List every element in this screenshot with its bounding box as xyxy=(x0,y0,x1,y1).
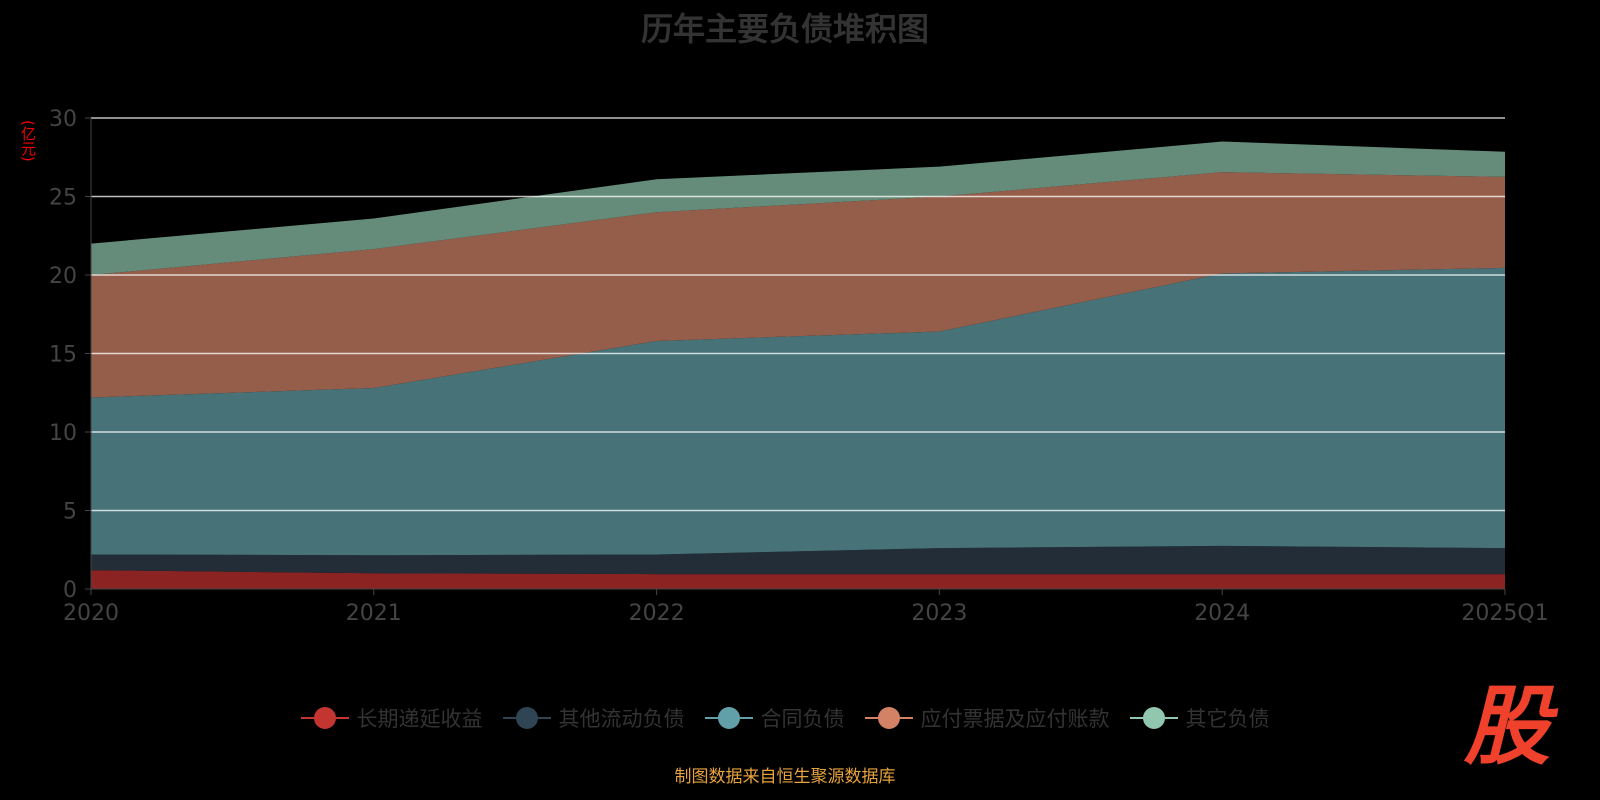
y-axis-label: (亿元) xyxy=(19,120,37,162)
legend-label: 合同负债 xyxy=(760,707,845,731)
legend-marker-icon xyxy=(502,706,551,730)
x-tick-label: 2023 xyxy=(911,601,967,626)
legend-marker-icon xyxy=(1129,706,1178,730)
y-tick-label: 5 xyxy=(63,500,77,525)
x-tick-label: 2020 xyxy=(63,601,119,626)
x-tick-label: 2025Q1 xyxy=(1461,601,1548,626)
area-series-3 xyxy=(91,172,1505,398)
y-tick-label: 25 xyxy=(49,186,77,211)
legend-label: 其他流动负债 xyxy=(558,707,685,731)
y-tick-label: 15 xyxy=(49,343,77,368)
legend-label: 长期递延收益 xyxy=(356,707,483,731)
legend-item[interactable]: 其它负债 xyxy=(1129,703,1270,733)
legend-label: 应付票据及应付账款 xyxy=(920,707,1110,731)
x-tick-label: 2024 xyxy=(1194,601,1250,626)
legend-label: 其它负债 xyxy=(1185,707,1270,731)
data-source-note: 制图数据来自恒生聚源数据库 xyxy=(674,767,896,787)
y-tick-label: 0 xyxy=(63,578,77,603)
area-series-4 xyxy=(91,141,1505,275)
area-series-1 xyxy=(91,545,1505,575)
legend-item[interactable]: 合同负债 xyxy=(704,703,845,733)
legend-marker-icon xyxy=(704,706,753,730)
legend-item[interactable]: 其他流动负债 xyxy=(502,703,685,733)
x-tick-label: 2022 xyxy=(629,601,685,626)
area-series-2 xyxy=(91,267,1505,556)
y-tick-label: 20 xyxy=(49,264,77,289)
legend-marker-icon xyxy=(864,706,913,730)
legend: 长期递延收益 其他流动负债 合同负债 应付票据及应付账款 其它负债 xyxy=(0,703,1570,733)
legend-item[interactable]: 长期递延收益 xyxy=(300,703,483,733)
area-series-0 xyxy=(91,570,1505,589)
y-tick-label: 30 xyxy=(49,107,77,132)
x-tick-label: 2021 xyxy=(346,601,402,626)
logo: 股 xyxy=(1464,677,1550,777)
legend-marker-icon xyxy=(300,706,349,730)
y-tick-label: 10 xyxy=(49,421,77,446)
legend-item[interactable]: 应付票据及应付账款 xyxy=(864,703,1110,733)
chart-title: 历年主要负债堆积图 xyxy=(640,10,929,48)
